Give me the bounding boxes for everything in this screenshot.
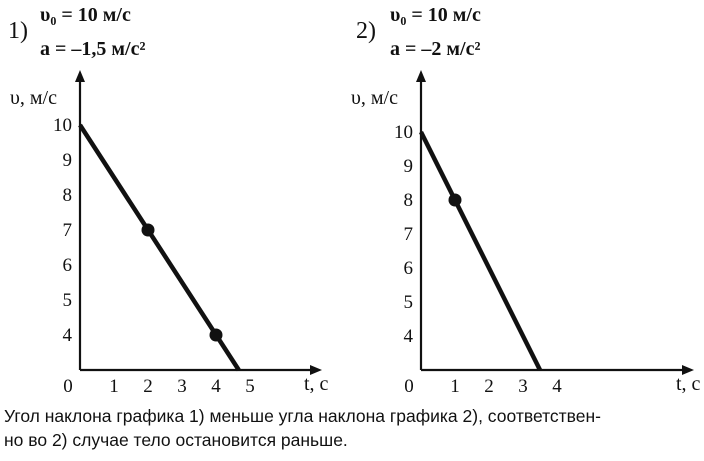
x-axis-title: t, с	[676, 373, 701, 395]
data-point	[209, 328, 223, 342]
x-axis-arrow	[310, 365, 322, 375]
y-tick-label: 4	[63, 325, 73, 346]
y-tick-label: 5	[63, 290, 73, 311]
panel-number: 1)	[8, 18, 28, 44]
x-tick-label: 2	[484, 376, 494, 397]
origin-label: 0	[63, 376, 73, 397]
acceleration-label: a = –2 м/с²	[390, 38, 481, 60]
velocity-time-chart-1: t, с υ, м/с 0 1 2 3 4 5 4 5 6 7 8 9 10	[10, 70, 329, 397]
y-axis-arrow	[75, 70, 85, 82]
acceleration-label: a = –1,5 м/с²	[40, 38, 146, 60]
y-tick-label: 7	[63, 220, 73, 241]
x-axis-arrow	[682, 365, 694, 375]
x-tick-label: 2	[143, 376, 153, 397]
y-tick-label: 9	[404, 156, 414, 177]
initial-velocity-label: υ₀ = 10 м/с	[390, 4, 481, 26]
x-tick-label: 3	[177, 376, 187, 397]
x-tick-label: 5	[245, 376, 255, 397]
data-point	[448, 193, 462, 207]
velocity-line	[418, 130, 543, 372]
y-axis-title: υ, м/с	[10, 87, 57, 109]
x-tick-label: 1	[109, 376, 119, 397]
x-tick-label: 3	[518, 376, 528, 397]
data-point	[141, 223, 155, 237]
y-axis-arrow	[416, 70, 426, 82]
panel-number: 2)	[356, 18, 376, 44]
chart-panel-2: 2) υ₀ = 10 м/с a = –2 м/с² t, с υ, м/с 0 1 2…	[351, 0, 704, 405]
chart-panel-1: 1) υ₀ = 10 м/с a = –1,5 м/с² t, с υ, м/с 0…	[0, 0, 352, 405]
x-tick-label: 4	[211, 376, 221, 397]
y-tick-label: 6	[404, 258, 414, 279]
caption-line-2: но во 2) случае тело остановится раньше.	[4, 430, 348, 450]
y-tick-label: 7	[404, 224, 414, 245]
x-tick-label: 4	[552, 376, 562, 397]
velocity-time-chart-2: t, с υ, м/с 0 1 2 3 4 4 5 6 7 8 9 10	[351, 70, 701, 397]
x-axis-title: t, с	[304, 373, 329, 395]
caption-line-1: Угол наклона графика 1) меньше угла накл…	[4, 406, 602, 426]
caption-text: Угол наклона графика 1) меньше угла накл…	[4, 404, 704, 452]
y-tick-label: 8	[404, 190, 414, 211]
y-tick-label: 5	[404, 292, 414, 313]
x-tick-label: 1	[450, 376, 460, 397]
y-tick-label: 9	[63, 150, 73, 171]
y-tick-label: 4	[404, 326, 414, 347]
initial-velocity-label: υ₀ = 10 м/с	[40, 4, 131, 26]
y-tick-label: 6	[63, 255, 73, 276]
y-tick-label: 8	[63, 185, 73, 206]
velocity-line	[78, 123, 241, 372]
origin-label: 0	[404, 376, 414, 397]
y-axis-title: υ, м/с	[351, 87, 398, 109]
y-tick-label: 10	[53, 115, 72, 136]
y-tick-label: 10	[394, 122, 413, 143]
